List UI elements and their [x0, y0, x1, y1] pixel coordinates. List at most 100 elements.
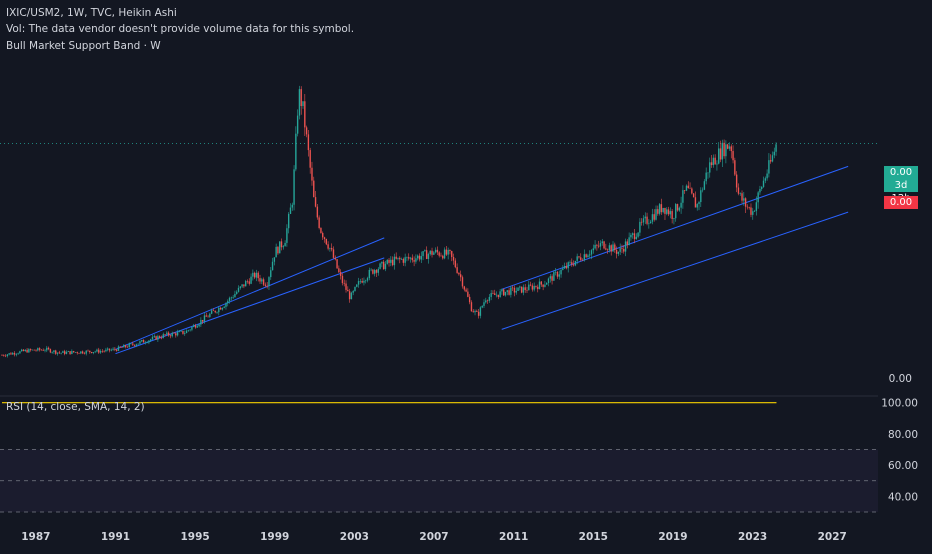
candle-body	[468, 296, 471, 303]
candle-body	[723, 142, 725, 157]
candle-body	[295, 133, 297, 170]
candle-body	[221, 307, 224, 310]
candle-body	[139, 341, 141, 344]
candle-body	[182, 330, 184, 334]
candle-body	[241, 284, 243, 287]
candle-body	[107, 348, 109, 350]
candle-body	[612, 244, 614, 252]
secondary-price-tag: 0.00	[884, 196, 918, 209]
candle-body	[277, 246, 279, 254]
candle-body	[334, 257, 336, 260]
candle-body	[130, 343, 132, 345]
candle-body	[553, 272, 555, 281]
candle-body	[311, 167, 313, 181]
candle-body	[6, 354, 9, 357]
x-tick-label: 2015	[579, 531, 608, 543]
candle-body	[769, 160, 772, 162]
candle-body	[463, 286, 465, 290]
candle-body	[424, 250, 426, 252]
candle-body	[726, 144, 729, 149]
candle-body	[632, 233, 634, 235]
candle-body	[223, 306, 225, 308]
candle-body	[571, 262, 573, 265]
candle-body	[436, 249, 439, 253]
candle-body	[456, 267, 458, 273]
candle-body	[558, 274, 560, 277]
candle-body	[710, 162, 713, 166]
candle-body	[725, 144, 727, 157]
candle-body	[137, 343, 139, 345]
candle-body	[219, 307, 222, 310]
candle-body	[296, 115, 299, 134]
candle-body	[53, 350, 55, 353]
candle-body	[400, 259, 403, 260]
candle-body	[486, 300, 489, 302]
candle-body	[365, 280, 367, 282]
candle-body	[148, 340, 150, 343]
candle-body	[458, 272, 460, 275]
grid-layer	[0, 143, 878, 397]
candle-body	[96, 349, 98, 352]
rsi-legend[interactable]: RSI (14, close, SMA, 14, 2)	[6, 401, 145, 413]
candle-body	[768, 160, 770, 174]
candle-body	[615, 250, 618, 254]
candle-body	[497, 294, 500, 298]
candle-body	[526, 290, 528, 291]
candle-body	[330, 247, 333, 250]
candle-body	[700, 190, 702, 203]
rsi-tick-label: 60.00	[888, 460, 918, 472]
candle-body	[175, 333, 177, 336]
candle-body	[261, 279, 263, 282]
candle-body	[121, 347, 123, 348]
candle-body	[210, 310, 213, 314]
candle-body	[304, 101, 306, 128]
candle-body	[734, 160, 736, 175]
candle-body	[420, 256, 422, 260]
volume-legend[interactable]: Vol: The data vendor doesn't provide vol…	[6, 22, 354, 36]
candle-body	[166, 332, 168, 335]
candle-body	[572, 264, 575, 266]
symbol-legend[interactable]: IXIC/USM2, 1W, TVC, Heikin Ashi	[6, 6, 177, 20]
candle-body	[728, 146, 731, 149]
candle-body	[762, 180, 765, 187]
candle-body	[366, 278, 369, 281]
candle-body	[678, 207, 681, 211]
candle-body	[305, 127, 308, 135]
candle-body	[562, 268, 564, 270]
candle-body	[133, 344, 136, 346]
candle-body	[748, 207, 750, 208]
candle-body	[574, 260, 577, 266]
indicator-legend[interactable]: Bull Market Support Band · W	[6, 39, 161, 53]
candle-body	[300, 89, 302, 107]
candle-body	[359, 280, 362, 282]
candle-body	[614, 244, 616, 251]
candle-body	[680, 202, 682, 208]
candle-body	[481, 305, 483, 308]
candle-body	[510, 287, 512, 295]
candle-body	[470, 302, 473, 312]
candle-body	[112, 348, 114, 350]
x-tick-label: 2011	[499, 531, 528, 543]
candle-body	[47, 347, 50, 350]
candle-body	[399, 257, 401, 260]
candle-body	[382, 261, 385, 270]
candle-body	[452, 256, 455, 261]
candle-body	[434, 249, 437, 253]
candle-body	[669, 211, 672, 215]
candle-body	[187, 330, 190, 331]
candle-body	[597, 245, 600, 247]
candle-body	[660, 204, 663, 213]
candle-body	[764, 178, 767, 181]
candle-body	[587, 255, 589, 258]
candle-body	[683, 190, 686, 191]
candle-body	[531, 285, 534, 290]
candle-body	[124, 345, 127, 347]
candle-body	[17, 353, 19, 355]
candle-body	[216, 312, 218, 313]
candle-body	[171, 332, 173, 337]
candle-body	[191, 327, 193, 330]
candle-body	[467, 291, 469, 297]
candle-body	[701, 189, 704, 191]
